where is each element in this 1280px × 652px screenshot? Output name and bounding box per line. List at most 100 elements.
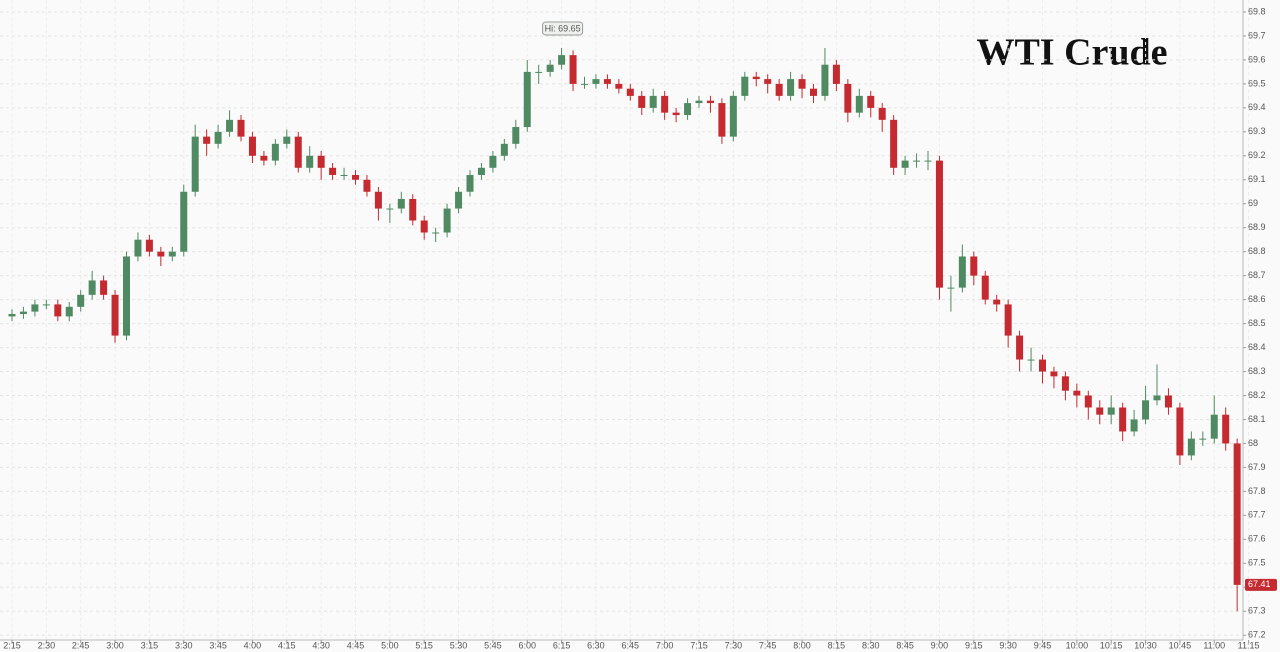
candle-body (31, 304, 39, 312)
x-tick-label: 8:15 (828, 640, 846, 650)
candle-body (432, 232, 440, 234)
candle-body (935, 160, 943, 288)
candle-body (638, 95, 646, 108)
candle-body (798, 79, 806, 89)
candle-body (901, 160, 909, 168)
candle-body (546, 64, 554, 72)
candle-body (134, 239, 142, 257)
candle-body (397, 198, 405, 209)
last-price-box (1245, 578, 1277, 591)
candle-body (1050, 371, 1058, 377)
candle-body (65, 306, 73, 317)
candle-body (1222, 414, 1230, 444)
annotation: Hi: 69.65 (545, 23, 581, 33)
x-tick-label: 7:30 (725, 640, 743, 650)
last-price-label: 67.41 (1248, 579, 1271, 589)
x-tick-label: 5:30 (450, 640, 468, 650)
x-tick-label: 2:45 (72, 640, 90, 650)
candle-body (203, 136, 211, 144)
candle-body (764, 79, 772, 84)
candle-body (42, 304, 50, 306)
candle-body (248, 136, 256, 156)
candle-body (1016, 335, 1024, 360)
candle-body (1096, 407, 1104, 415)
candle-body (615, 83, 623, 89)
y-tick-label: 68.7 (1248, 270, 1266, 280)
candle-body (77, 294, 85, 307)
x-tick-label: 10:45 (1169, 640, 1192, 650)
candle-body (443, 208, 451, 233)
y-tick-label: 67.2 (1248, 630, 1266, 640)
x-tick-label: 9:30 (999, 640, 1017, 650)
candle-body (821, 64, 829, 96)
candle-body (306, 155, 314, 168)
candle-body (672, 112, 680, 116)
x-tick-label: 6:00 (518, 640, 536, 650)
y-tick-label: 67.3 (1248, 606, 1266, 616)
y-tick-label: 69.8 (1248, 6, 1266, 16)
candle-body (729, 95, 737, 137)
candle-body (157, 251, 165, 257)
candle-body (54, 304, 62, 317)
x-tick-label: 4:00 (244, 640, 262, 650)
x-tick-label: 11:15 (1238, 640, 1260, 650)
candle-body (420, 220, 428, 233)
candle-body (855, 95, 863, 113)
candle-body (1153, 395, 1161, 401)
x-tick-label: 10:30 (1134, 640, 1157, 650)
candle-body (924, 160, 932, 162)
candle-body (523, 71, 531, 128)
candle-body (535, 71, 543, 73)
candle-body (695, 100, 703, 104)
y-tick-label: 68.3 (1248, 366, 1266, 376)
x-tick-label: 7:15 (690, 640, 708, 650)
y-tick-label: 68.5 (1248, 318, 1266, 328)
candle-body (1187, 438, 1195, 456)
candle-body (88, 280, 96, 295)
y-tick-label: 67.5 (1248, 558, 1266, 568)
candle-body (913, 160, 921, 162)
x-tick-label: 9:15 (965, 640, 983, 650)
candle-body (271, 143, 279, 161)
y-tick-label: 69.2 (1248, 150, 1266, 160)
candle-body (1107, 407, 1115, 415)
candle-body (191, 136, 199, 192)
y-tick-label: 67.9 (1248, 462, 1266, 472)
x-tick-label: 3:45 (209, 640, 227, 650)
y-tick-label: 69.6 (1248, 54, 1266, 64)
y-tick-label: 69.3 (1248, 126, 1266, 136)
candle-body (477, 167, 485, 175)
candle-body (1130, 419, 1138, 432)
chart-title: WTI Crude (976, 32, 1167, 74)
candle-body (706, 100, 714, 104)
x-tick-label: 7:45 (759, 640, 777, 650)
x-tick-label: 5:15 (415, 640, 433, 650)
candle-body (775, 83, 783, 96)
candle-body (466, 174, 474, 192)
x-tick-label: 11:00 (1203, 640, 1225, 650)
x-tick-label: 6:15 (553, 640, 571, 650)
y-tick-label: 67.6 (1248, 534, 1266, 544)
candle-body (512, 127, 520, 144)
candle-body (111, 294, 119, 336)
x-tick-label: 8:30 (862, 640, 880, 650)
candle-body (455, 191, 463, 209)
x-tick-label: 5:45 (484, 640, 502, 650)
candle-body (878, 107, 886, 120)
candle-body (958, 256, 966, 288)
annotation-box (542, 21, 584, 36)
candle-body (145, 239, 153, 252)
candle-body (489, 155, 497, 168)
y-tick-label: 68.1 (1248, 414, 1266, 424)
candle-body (283, 136, 291, 144)
x-tick-label: 6:30 (587, 640, 605, 650)
candle-body (684, 103, 692, 116)
candle-body (1119, 407, 1127, 432)
x-tick-label: 2:30 (38, 640, 56, 650)
candle-body (500, 143, 508, 156)
candle-body (970, 256, 978, 276)
y-tick-label: 69.4 (1248, 102, 1266, 112)
candle-body (1142, 400, 1150, 420)
x-tick-label: 3:30 (175, 640, 193, 650)
